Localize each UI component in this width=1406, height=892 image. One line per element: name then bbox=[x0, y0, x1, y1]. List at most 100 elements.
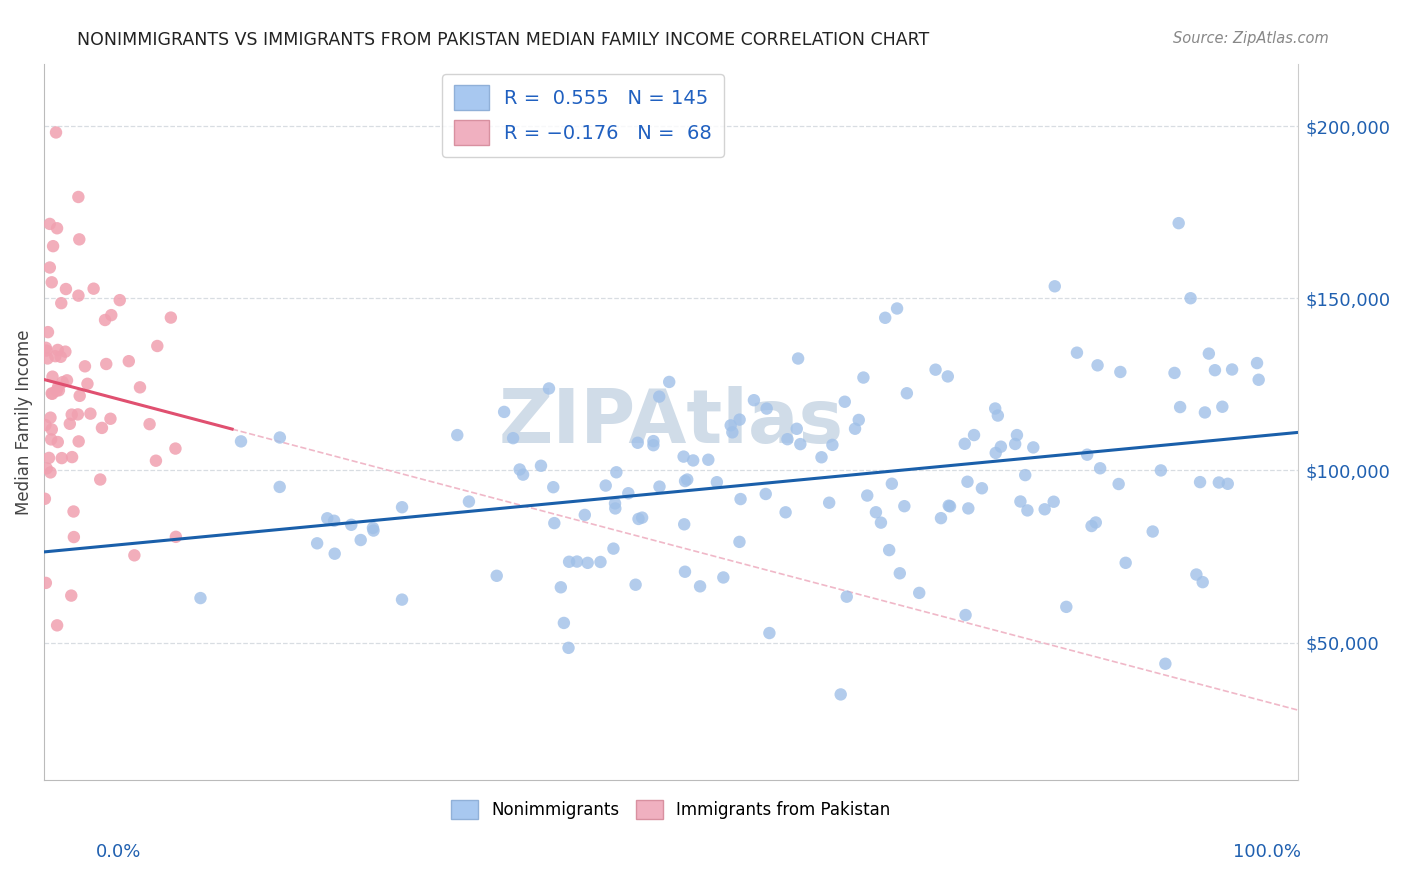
Point bbox=[682, 453, 704, 467]
Point bbox=[775, 505, 797, 519]
Point bbox=[953, 437, 976, 451]
Text: ZIPAtlas: ZIPAtlas bbox=[498, 385, 844, 458]
Point bbox=[509, 462, 531, 476]
Point bbox=[41, 386, 63, 401]
Point bbox=[34, 491, 56, 506]
Point bbox=[1005, 428, 1028, 442]
Text: 100.0%: 100.0% bbox=[1233, 843, 1301, 861]
Text: Source: ZipAtlas.com: Source: ZipAtlas.com bbox=[1173, 31, 1329, 46]
Point bbox=[936, 369, 959, 384]
Point bbox=[1115, 556, 1137, 570]
Point bbox=[1246, 356, 1268, 370]
Point bbox=[956, 475, 979, 489]
Point bbox=[165, 442, 187, 456]
Point bbox=[60, 589, 83, 603]
Point bbox=[603, 496, 626, 510]
Point bbox=[617, 486, 640, 500]
Point bbox=[550, 580, 572, 594]
Point bbox=[1211, 400, 1233, 414]
Point bbox=[730, 491, 752, 506]
Point bbox=[35, 461, 58, 475]
Point bbox=[363, 524, 385, 538]
Point bbox=[755, 401, 778, 416]
Point bbox=[340, 517, 363, 532]
Point bbox=[758, 626, 780, 640]
Point bbox=[49, 350, 72, 364]
Point bbox=[73, 359, 96, 374]
Point bbox=[494, 405, 516, 419]
Point bbox=[46, 343, 69, 357]
Point bbox=[602, 541, 624, 556]
Point bbox=[830, 688, 852, 702]
Point bbox=[565, 555, 588, 569]
Point bbox=[877, 543, 900, 558]
Point bbox=[576, 556, 599, 570]
Point bbox=[648, 390, 671, 404]
Point bbox=[643, 438, 665, 452]
Point bbox=[706, 475, 728, 490]
Point bbox=[69, 389, 91, 403]
Point bbox=[742, 393, 765, 408]
Point bbox=[46, 380, 69, 394]
Point bbox=[51, 451, 73, 466]
Point bbox=[62, 504, 84, 518]
Point bbox=[1084, 516, 1107, 530]
Point bbox=[787, 351, 810, 366]
Point bbox=[391, 500, 413, 515]
Point bbox=[865, 505, 887, 519]
Point bbox=[512, 467, 534, 482]
Point bbox=[886, 301, 908, 316]
Point bbox=[624, 578, 647, 592]
Point bbox=[834, 394, 856, 409]
Point bbox=[1076, 448, 1098, 462]
Point bbox=[908, 586, 931, 600]
Point bbox=[1108, 477, 1130, 491]
Point bbox=[821, 438, 844, 452]
Point bbox=[558, 555, 581, 569]
Point bbox=[35, 575, 58, 590]
Point bbox=[46, 618, 69, 632]
Point bbox=[643, 434, 665, 449]
Point bbox=[939, 500, 962, 514]
Point bbox=[160, 310, 183, 325]
Point bbox=[39, 433, 62, 447]
Point bbox=[1042, 494, 1064, 508]
Point bbox=[55, 282, 77, 296]
Point bbox=[1216, 476, 1239, 491]
Point bbox=[35, 341, 58, 355]
Point bbox=[672, 450, 695, 464]
Point bbox=[67, 434, 90, 449]
Point bbox=[46, 221, 69, 235]
Point bbox=[1191, 575, 1213, 590]
Point bbox=[658, 375, 681, 389]
Point bbox=[844, 422, 866, 436]
Point bbox=[1194, 405, 1216, 419]
Point bbox=[721, 425, 744, 440]
Point bbox=[1109, 365, 1132, 379]
Point bbox=[689, 579, 711, 593]
Point bbox=[46, 435, 69, 450]
Point bbox=[83, 282, 105, 296]
Point bbox=[190, 591, 212, 605]
Point bbox=[323, 514, 346, 528]
Point bbox=[56, 373, 79, 387]
Point bbox=[530, 458, 553, 473]
Point bbox=[553, 615, 575, 630]
Point bbox=[728, 534, 751, 549]
Point bbox=[1022, 441, 1045, 455]
Point bbox=[870, 516, 893, 530]
Point bbox=[229, 434, 252, 449]
Point bbox=[96, 357, 118, 371]
Point bbox=[955, 608, 977, 623]
Point bbox=[1014, 468, 1036, 483]
Point bbox=[63, 530, 86, 544]
Point bbox=[537, 381, 560, 395]
Point bbox=[574, 508, 596, 522]
Point bbox=[1087, 359, 1109, 373]
Point bbox=[1154, 657, 1177, 671]
Point bbox=[929, 511, 952, 525]
Point bbox=[485, 569, 508, 583]
Point bbox=[1180, 291, 1202, 305]
Point bbox=[108, 293, 131, 307]
Point bbox=[720, 418, 742, 433]
